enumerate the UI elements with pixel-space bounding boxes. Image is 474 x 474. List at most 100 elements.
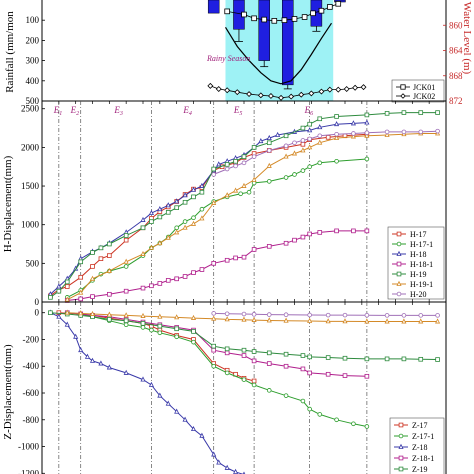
data-point-H-18-1 — [283, 240, 289, 246]
data-point-H-19-1 — [64, 296, 70, 302]
data-point-H-18 — [165, 202, 171, 208]
data-point-H-17-1 — [364, 156, 370, 162]
data-point-Z-19 — [401, 356, 407, 362]
data-point-H-18 — [182, 192, 188, 198]
data-point-H-19-1 — [233, 187, 239, 193]
water-level-tick-label: 872 — [449, 96, 463, 106]
data-point-Z-17-1 — [211, 363, 217, 369]
data-point-H-19 — [157, 214, 163, 220]
data-point-H-19-1 — [350, 133, 356, 139]
water-level-y-axis-label: Water Level (m) — [461, 2, 473, 75]
data-point-H-20 — [283, 143, 289, 149]
data-point-H-17 — [78, 274, 84, 280]
data-point-Z-20 — [251, 312, 257, 317]
data-point-H-19-1 — [106, 267, 112, 273]
legend-label: JCK02 — [413, 92, 435, 101]
data-point-H-19-1 — [199, 215, 205, 221]
h-y-axis-label: H-Displacement(mm) — [2, 155, 14, 252]
data-point-Z-17-1 — [266, 388, 272, 393]
z-displacement-panel: 0 -200 -400 -600 -800 -1000 -1200 Z-Displaceme… — [2, 301, 447, 474]
water-level-point — [326, 86, 333, 93]
data-point-H-19 — [251, 145, 257, 150]
data-point-H-18 — [350, 120, 356, 126]
data-point-H-19-1 — [300, 147, 306, 153]
data-point-H-20 — [317, 133, 323, 139]
data-point-H-19 — [384, 111, 390, 116]
legend-marker — [398, 433, 404, 439]
data-point-H-18-1 — [307, 231, 312, 237]
y-tick-label: 500 — [26, 258, 40, 268]
data-point-Z-19 — [307, 354, 312, 360]
y-tick-label: -400 — [23, 361, 40, 371]
z-legend: Z-17 Z-17-1 Z-18 Z-18-1 Z-19 — [389, 417, 445, 474]
z-y-axis-label: Z-Displacement(mm) — [2, 344, 14, 440]
data-point-H-17-1 — [191, 215, 196, 221]
legend-marker — [396, 291, 402, 297]
data-point-Z-17-1 — [123, 322, 129, 328]
data-point-Z-19-1 — [401, 318, 407, 324]
rainfall-bar — [258, 0, 270, 61]
data-point-Z-19 — [211, 343, 217, 349]
data-point-Z-19-1 — [266, 317, 272, 323]
data-point-Z-18 — [211, 451, 217, 457]
rainfall-water-level-panel: 100 200 300 400 500 860 864 868 872 Rainy Seaso… — [4, 0, 473, 106]
rainfall-tick-label: 400 — [26, 76, 40, 86]
rainfall-bar — [207, 0, 220, 14]
data-point-Z-19-1 — [174, 314, 180, 320]
data-point-Z-20 — [401, 313, 407, 318]
data-point-H-19 — [300, 125, 306, 131]
data-point-Z-18-1 — [307, 370, 312, 376]
data-point-H-17-1 — [307, 164, 312, 170]
water-level-point — [267, 92, 274, 99]
data-point-Z-18 — [224, 464, 230, 470]
data-point-Z-17-1 — [241, 377, 247, 382]
rainfall-y-axis-label: Rainfall (mm/mon — [4, 11, 16, 93]
data-point-H-18 — [364, 119, 370, 125]
data-point-H-19 — [123, 233, 129, 238]
data-point-H-19 — [56, 288, 62, 294]
data-point-Z-19-1 — [384, 318, 390, 324]
data-point-Z-18 — [78, 346, 84, 353]
data-point-H-19-1 — [251, 176, 257, 182]
water-level-point — [281, 17, 288, 23]
data-point-Z-17-1 — [149, 327, 154, 333]
data-point-H-17-1 — [283, 175, 289, 180]
h-y-axis-ticks: 0 500 1000 1500 2000 2500 — [21, 104, 45, 307]
data-point-H-19 — [182, 199, 188, 205]
water-level-point — [318, 7, 325, 14]
stage-label: E4 — [182, 105, 192, 117]
data-point-Z-18-1 — [283, 363, 289, 369]
legend-label: H-18-1 — [410, 260, 433, 269]
rainfall-error-bars — [234, 26, 321, 90]
legend-marker — [396, 241, 402, 247]
data-point-H-19-1 — [123, 258, 129, 264]
data-point-H-19 — [191, 194, 196, 200]
data-point-H-18-1 — [78, 296, 84, 302]
data-point-H-20 — [334, 131, 339, 137]
h-legend-items: H-17H-17-1H-18H-18-1H-19H-19-1H-20 — [392, 230, 433, 299]
data-point-H-17-1 — [292, 172, 297, 177]
data-point-H-19-1 — [307, 144, 313, 150]
legend-marker — [400, 93, 406, 99]
data-point-Z-20 — [266, 312, 272, 317]
data-point-Z-20 — [241, 311, 247, 317]
data-point-H-20 — [435, 128, 440, 134]
data-point-H-19-1 — [190, 220, 197, 226]
data-point-H-18 — [56, 283, 62, 289]
data-point-Z-20 — [418, 313, 424, 318]
data-point-Z-19 — [123, 318, 129, 324]
h-stage-labels: E1 E2 E3 E4 E5 E6 — [53, 105, 313, 117]
data-point-Z-17-1 — [174, 334, 179, 340]
data-point-Z-18 — [174, 408, 180, 414]
data-point-H-19-1 — [224, 192, 230, 198]
data-point-Z-19-1 — [211, 315, 217, 321]
data-point-H-20 — [241, 160, 247, 166]
data-point-H-18 — [199, 182, 205, 188]
data-point-H-17-1 — [300, 168, 306, 173]
data-point-H-17-1 — [174, 225, 179, 231]
legend-marker — [398, 466, 404, 472]
data-point-H-18-1 — [199, 267, 205, 272]
data-point-Z-17-1 — [224, 370, 230, 376]
series-line-Z-17-1 — [67, 312, 367, 427]
